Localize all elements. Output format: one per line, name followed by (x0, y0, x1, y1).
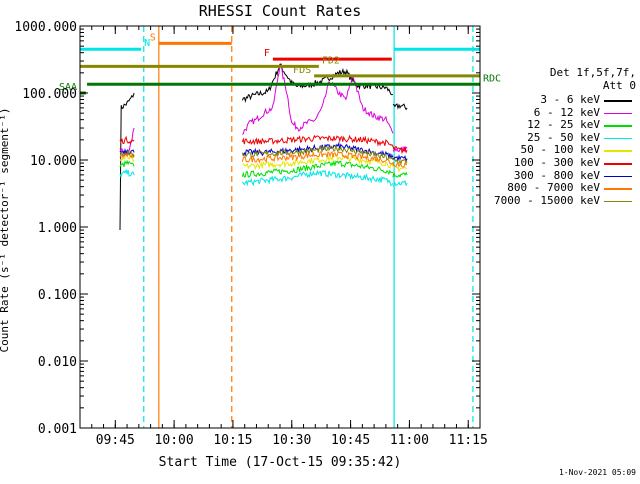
series-line-5-seg-2 (392, 145, 408, 155)
legend-swatch-1 (604, 112, 632, 115)
y-tick-label-0: 1000.000 (14, 20, 77, 35)
flag-label-6: RDC (483, 73, 501, 84)
footnote-timestamp: 1-Nov-2021 05:09 (559, 468, 636, 477)
x-tick-label-1: 10:00 (155, 433, 194, 448)
series-line-2-seg-2 (392, 170, 408, 178)
series-line-3-seg-0 (119, 168, 135, 179)
legend-swatch-2 (604, 125, 632, 127)
legend-label-7: 800 - 7000 keV (507, 181, 600, 195)
legend-swatch-6 (604, 175, 632, 178)
series-line-7-seg-2 (392, 161, 408, 168)
flag-label-4: FD2 (322, 55, 340, 66)
flag-label-0: S (150, 32, 156, 43)
x-tick-label-2: 10:15 (213, 433, 252, 448)
series-line-5-seg-1 (241, 134, 394, 147)
plot-area: SN F FD2 FDS RDC SAA 09:45 10:00 10:15 10:30 10:45… (14, 20, 501, 448)
flag-label-3: F (264, 48, 270, 59)
y-tick-label-5: 0.010 (38, 355, 77, 370)
legend-header-detectors: Det 1f,5f,7f, (549, 66, 636, 79)
series-line-6-seg-2 (392, 154, 408, 163)
series-line-5-seg-0 (119, 135, 135, 145)
legend-label-6: 300 - 800 keV (513, 168, 600, 182)
legend-label-2: 12 - 25 keV (527, 118, 600, 132)
series-line-4-seg-1 (242, 153, 394, 170)
legend-label-4: 50 - 100 keV (520, 143, 600, 157)
legend-swatch-8 (604, 200, 632, 203)
y-tick-label-1: 100.000 (22, 87, 77, 102)
series-line-6-seg-0 (119, 147, 135, 156)
flag-label-1: N (144, 38, 150, 49)
y-tick-label-2: 10.000 (30, 154, 77, 169)
y-tick-label-4: 0.100 (38, 288, 77, 303)
y-axis-label: Count Rate (s⁻¹ detector⁻¹ segment⁻¹) (0, 107, 11, 352)
series-line-1-seg-1 (242, 64, 394, 135)
series-line-0-seg-1 (241, 63, 393, 104)
x-tick-label-5: 11:00 (390, 433, 429, 448)
series-line-2-seg-0 (119, 159, 135, 168)
y-tick-label-3: 1.000 (38, 221, 77, 236)
legend-label-3: 25 - 50 keV (527, 130, 600, 144)
series-line-7-seg-1 (241, 151, 394, 165)
legend-swatch-7 (604, 188, 632, 190)
legend-swatch-3 (604, 137, 632, 140)
x-tick-label-4: 10:45 (331, 433, 370, 448)
x-axis-label: Start Time (17-Oct-15 09:35:42) (159, 455, 402, 470)
legend-swatch-0 (604, 100, 632, 102)
legend-label-0: 3 - 6 keV (540, 93, 600, 106)
legend-label-5: 100 - 300 keV (513, 156, 600, 169)
series-line-2-seg-1 (241, 159, 393, 178)
series-line-8-seg-0 (119, 149, 135, 159)
legend-swatch-5 (604, 163, 632, 165)
series-line-8-seg-1 (241, 143, 394, 161)
x-tick-label-3: 10:30 (272, 433, 311, 448)
legend-label-1: 6 - 12 keV (533, 105, 600, 119)
flag-label-7: SAA (59, 82, 77, 93)
legend-header-attenuator: Att 0 (602, 79, 636, 92)
series-line-0-seg-2 (392, 103, 408, 111)
plot-frame (79, 25, 481, 429)
x-tick-label-0: 09:45 (96, 433, 135, 448)
y-tick-label-6: 0.001 (38, 422, 77, 437)
legend-label-8: 7000 - 15000 keV (494, 193, 600, 207)
series-line-8-seg-2 (392, 158, 408, 166)
series-line-7-seg-0 (119, 152, 135, 159)
legend-swatch-4 (604, 150, 632, 152)
chart-title: RHESSI Count Rates (199, 2, 362, 20)
series-line-0-seg-0 (119, 92, 135, 231)
series-line-3-seg-1 (242, 169, 394, 187)
x-tick-label-6: 11:15 (449, 433, 488, 448)
series-line-3-seg-2 (392, 179, 408, 187)
flag-label-5: FDS (293, 65, 311, 76)
